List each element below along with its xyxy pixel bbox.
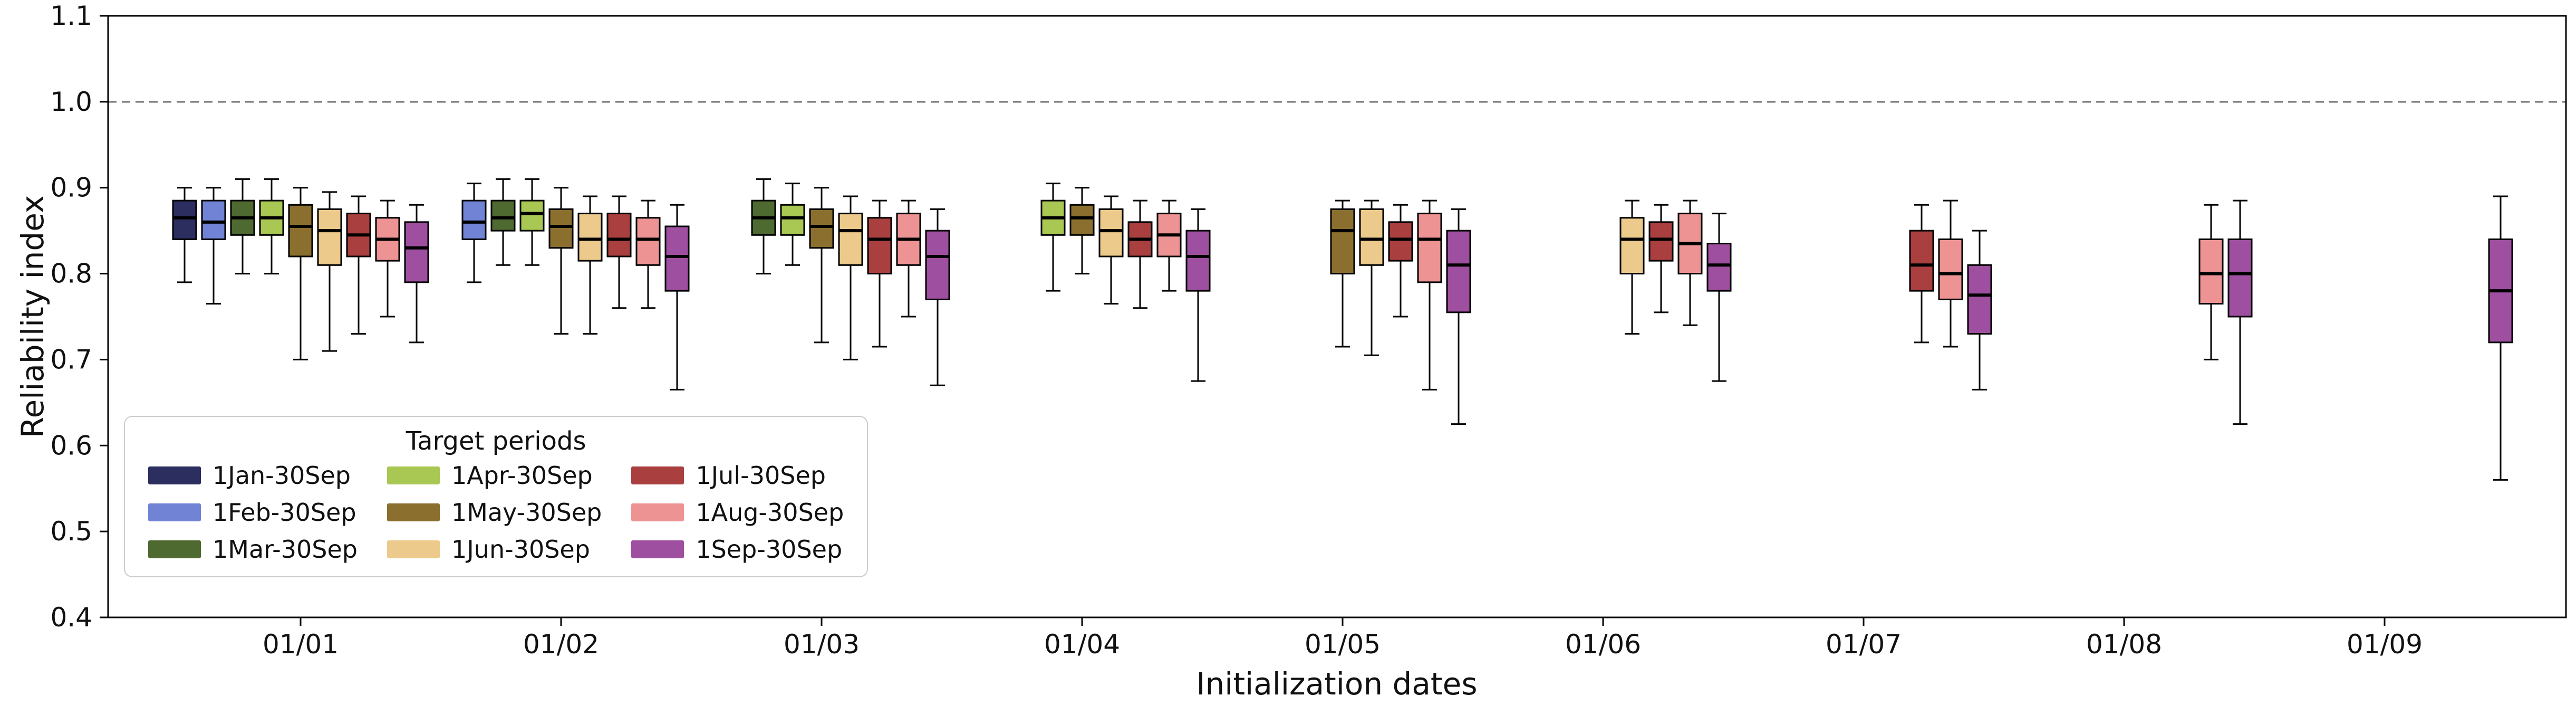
box-1May-30Sep-01/01 [288, 187, 313, 360]
x-tick-label: 01/05 [1305, 629, 1381, 660]
box-1Aug-30Sep-01/01 [375, 199, 400, 318]
y-tick-label: 0.5 [50, 516, 92, 547]
box-1Jun-30Sep-01/03 [838, 195, 863, 360]
x-axis-label: Initialization dates [1196, 666, 1478, 702]
box-1Apr-30Sep-01/02 [519, 178, 545, 266]
legend-swatch [148, 466, 201, 484]
legend-label: 1Sep-30Sep [696, 535, 843, 564]
box-1Jun-30Sep-01/06 [1619, 199, 1645, 335]
box-1Aug-30Sep-01/03 [896, 199, 921, 318]
legend-label: 1May-30Sep [451, 498, 602, 527]
box-1Jul-30Sep-01/06 [1648, 204, 1674, 313]
x-tick-label: 01/07 [1826, 629, 1902, 660]
box-1Feb-30Sep-01/01 [201, 187, 226, 305]
box-1May-30Sep-01/02 [548, 187, 574, 335]
y-tick-label: 1.1 [50, 1, 92, 31]
box-1Jun-30Sep-01/02 [577, 195, 603, 335]
y-tick-label: 0.4 [50, 602, 92, 633]
box-1Jun-30Sep-01/04 [1098, 195, 1124, 305]
y-tick-label: 0.8 [50, 259, 92, 289]
legend-item: 1Aug-30Sep [631, 498, 844, 527]
y-axis-label: Reliability index [15, 195, 51, 439]
legend-label: 1Jan-30Sep [213, 461, 351, 490]
box-1Aug-30Sep-01/06 [1677, 199, 1703, 326]
box-1Sep-30Sep-01/06 [1706, 213, 1732, 382]
box-1Sep-30Sep-01/02 [664, 204, 690, 390]
box-1Aug-30Sep-01/04 [1156, 199, 1182, 292]
legend-item: 1May-30Sep [387, 498, 602, 527]
box-1Sep-30Sep-01/03 [925, 208, 950, 386]
legend-label: 1Jul-30Sep [696, 461, 826, 490]
box-1Sep-30Sep-01/01 [404, 204, 429, 344]
legend-swatch [631, 503, 684, 521]
legend-grid: 1Jan-30Sep 1Feb-30Sep 1Mar-30Sep 1Apr-30Sep… [148, 461, 844, 564]
legend-swatch [387, 540, 440, 558]
legend-item: 1Jul-30Sep [631, 461, 844, 490]
legend-label: 1Aug-30Sep [696, 498, 844, 527]
legend-item: 1Jun-30Sep [387, 535, 602, 564]
box-1Jun-30Sep-01/01 [317, 191, 342, 352]
box-1Apr-30Sep-01/04 [1040, 183, 1066, 292]
box-1Mar-30Sep-01/01 [230, 178, 255, 275]
box-1May-30Sep-01/04 [1069, 187, 1095, 275]
y-tick-label: 0.6 [50, 430, 92, 461]
legend-swatch [631, 466, 684, 484]
x-tick-label: 01/01 [263, 629, 339, 660]
y-tick-label: 0.7 [50, 344, 92, 375]
legend-swatch [387, 466, 440, 484]
box-1Jul-30Sep-01/07 [1909, 204, 1934, 344]
legend-label: 1Feb-30Sep [213, 498, 356, 527]
legend-label: 1Jun-30Sep [451, 535, 590, 564]
legend-swatch [148, 503, 201, 521]
box-1Sep-30Sep-01/09 [2488, 195, 2513, 481]
box-1May-30Sep-01/03 [809, 187, 834, 344]
box-1Feb-30Sep-01/02 [461, 183, 487, 283]
box-1May-30Sep-01/05 [1330, 199, 1355, 348]
legend-item: 1Feb-30Sep [148, 498, 358, 527]
box-1Aug-30Sep-01/07 [1938, 199, 1963, 348]
box-1Sep-30Sep-01/05 [1446, 208, 1471, 425]
legend-swatch [387, 503, 440, 521]
box-1Jul-30Sep-01/01 [346, 195, 371, 335]
box-1Sep-30Sep-01/07 [1967, 230, 1992, 390]
x-tick-label: 01/09 [2347, 629, 2423, 660]
box-1Mar-30Sep-01/03 [751, 178, 776, 275]
box-1Mar-30Sep-01/02 [490, 178, 516, 266]
box-1Apr-30Sep-01/03 [780, 183, 805, 266]
x-tick-label: 01/02 [523, 629, 599, 660]
box-1Sep-30Sep-01/08 [2227, 199, 2253, 425]
box-1Jul-30Sep-01/03 [867, 199, 892, 348]
legend-swatch [631, 540, 684, 558]
box-1Jun-30Sep-01/05 [1359, 199, 1384, 356]
plot-border [107, 15, 2567, 618]
box-1Jul-30Sep-01/05 [1388, 204, 1413, 318]
x-tick-label: 01/04 [1044, 629, 1120, 660]
y-tick-label: 1.0 [50, 87, 92, 117]
box-1Jul-30Sep-01/02 [606, 195, 632, 309]
box-1Jan-30Sep-01/01 [172, 187, 197, 283]
legend-item: 1Apr-30Sep [387, 461, 602, 490]
legend-title: Target periods [406, 426, 586, 456]
legend-swatch [148, 540, 201, 558]
legend-label: 1Apr-30Sep [451, 461, 593, 490]
box-1Aug-30Sep-01/08 [2198, 204, 2224, 360]
x-tick-label: 01/03 [784, 629, 860, 660]
x-tick-label: 01/06 [1565, 629, 1641, 660]
box-1Jul-30Sep-01/04 [1127, 199, 1153, 309]
legend-item: 1Jan-30Sep [148, 461, 358, 490]
legend-item: 1Mar-30Sep [148, 535, 358, 564]
box-1Apr-30Sep-01/01 [259, 178, 284, 275]
y-tick-label: 0.9 [50, 173, 92, 203]
box-1Aug-30Sep-01/05 [1417, 199, 1442, 390]
legend: Target periods 1Jan-30Sep 1Feb-30Sep 1Mar-… [124, 416, 869, 577]
x-tick-label: 01/08 [2086, 629, 2162, 660]
box-1Aug-30Sep-01/02 [635, 199, 661, 309]
box-1Sep-30Sep-01/04 [1185, 208, 1211, 382]
legend-item: 1Sep-30Sep [631, 535, 844, 564]
legend-label: 1Mar-30Sep [213, 535, 358, 564]
